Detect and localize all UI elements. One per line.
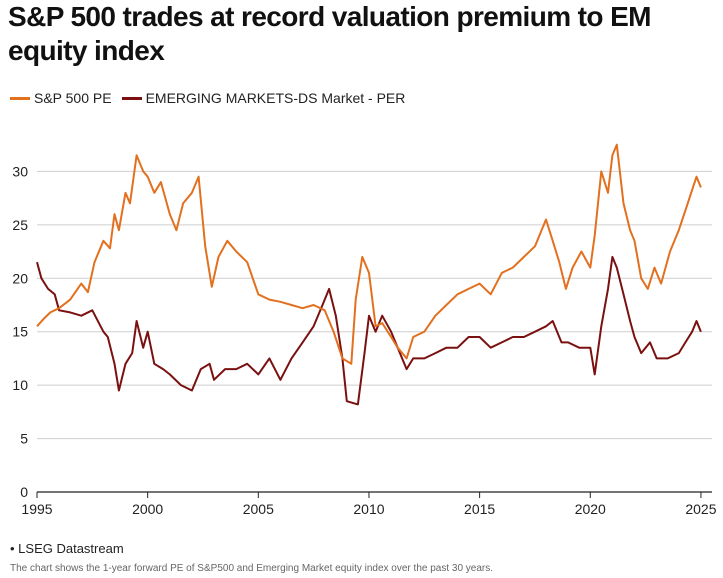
legend-item-em: EMERGING MARKETS-DS Market - PER — [121, 90, 406, 106]
legend-label-em: EMERGING MARKETS-DS Market - PER — [145, 90, 406, 106]
x-tick-label-1995: 1995 — [21, 501, 52, 517]
chart-note: The chart shows the 1-year forward PE of… — [10, 563, 494, 574]
chart-legend: S&P 500 PE EMERGING MARKETS-DS Market - … — [10, 90, 415, 106]
legend-swatch-sp500 — [10, 96, 30, 100]
x-tick-label-2015: 2015 — [464, 501, 495, 517]
x-tick-label-2000: 2000 — [132, 501, 163, 517]
x-tick-label-2010: 2010 — [353, 501, 384, 517]
y-tick-label-10: 10 — [12, 377, 28, 393]
legend-item-sp500: S&P 500 PE — [10, 90, 112, 106]
y-tick-label-0: 0 — [20, 484, 28, 500]
y-tick-label-25: 25 — [12, 217, 28, 233]
legend-label-sp500: S&P 500 PE — [34, 90, 112, 106]
legend-swatch-em — [121, 96, 142, 100]
x-tick-label-2025: 2025 — [685, 501, 716, 517]
y-tick-label-5: 5 — [20, 431, 28, 447]
x-tick-label-2020: 2020 — [575, 501, 606, 517]
series-line-em — [36, 255, 702, 406]
y-tick-label-30: 30 — [12, 163, 28, 179]
source-label: • LSEG Datastream — [10, 541, 124, 556]
series-line-sp500 — [36, 143, 702, 365]
x-tick-label-2005: 2005 — [243, 501, 274, 517]
y-tick-label-15: 15 — [12, 324, 28, 340]
chart-title: S&P 500 trades at record valuation premi… — [8, 1, 651, 66]
y-tick-label-20: 20 — [12, 270, 28, 286]
